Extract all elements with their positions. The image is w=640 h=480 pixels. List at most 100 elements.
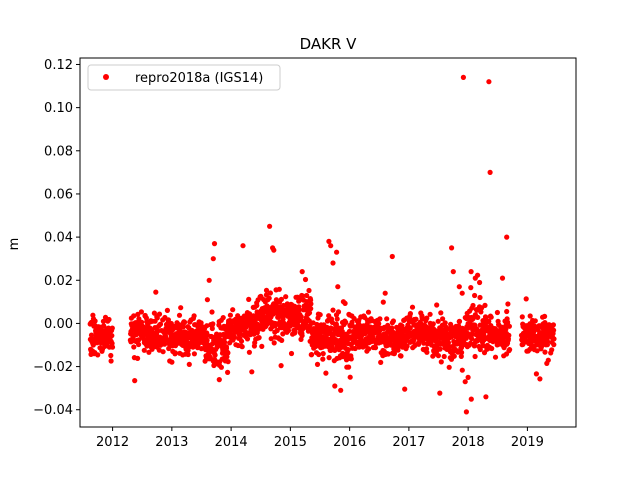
data-point (342, 300, 348, 306)
data-point (486, 79, 492, 85)
data-point (451, 353, 457, 359)
data-point (462, 379, 468, 385)
data-point (407, 311, 413, 317)
data-point (162, 341, 168, 347)
data-point (132, 378, 138, 384)
y-axis: −0.04 −0.02 0.00 0.02 0.04 0.06 0.08 0.10 0.12 (33, 58, 80, 418)
data-point (292, 328, 298, 334)
data-point (131, 344, 137, 350)
data-point (244, 336, 251, 342)
data-point (545, 339, 551, 345)
data-point (352, 345, 358, 352)
data-point (424, 349, 430, 355)
data-point (279, 337, 285, 343)
data-point (138, 309, 144, 315)
data-point (389, 253, 395, 260)
data-point (472, 292, 478, 299)
data-point (254, 302, 260, 309)
data-point (335, 309, 342, 315)
data-point (506, 332, 512, 338)
data-point (182, 319, 188, 325)
data-point (278, 296, 284, 302)
data-point (106, 316, 112, 323)
data-point (92, 318, 98, 324)
data-point (465, 374, 471, 380)
data-point (441, 353, 447, 360)
data-point (326, 238, 332, 244)
data-point (413, 316, 419, 322)
data-point (347, 374, 353, 380)
data-point (157, 321, 164, 327)
data-point (156, 311, 163, 317)
data-point (212, 352, 218, 358)
data-point (280, 316, 286, 322)
data-point (549, 347, 555, 353)
data-point (278, 363, 284, 369)
data-point (308, 301, 314, 307)
x-axis: 2012 2013 2014 2015 2016 2017 2018 2019 (96, 427, 544, 450)
y-tick-label: −0.02 (33, 360, 73, 375)
data-point (486, 318, 492, 324)
data-point (211, 241, 218, 247)
x-tick-label: 2013 (155, 435, 188, 450)
data-point (335, 284, 341, 290)
data-point (494, 309, 500, 316)
data-point (489, 345, 495, 352)
data-point (314, 361, 321, 367)
y-axis-label: m (7, 238, 22, 251)
data-point (501, 353, 507, 359)
data-point (306, 310, 313, 316)
data-point (308, 297, 314, 303)
data-point (542, 313, 548, 319)
data-point (504, 234, 510, 240)
data-point (141, 347, 147, 353)
data-point (483, 394, 489, 400)
data-point (377, 316, 383, 322)
data-point (472, 353, 478, 360)
data-point (343, 319, 349, 325)
data-point (143, 315, 149, 321)
data-point (519, 314, 525, 320)
data-point (317, 312, 323, 318)
data-point (472, 275, 478, 281)
data-point (372, 345, 379, 351)
data-point (450, 269, 456, 275)
data-point (404, 343, 410, 349)
data-point (468, 285, 474, 291)
data-point (334, 316, 340, 322)
y-tick-label: 0.00 (44, 317, 73, 332)
x-tick-label: 2017 (392, 435, 425, 450)
data-point (503, 326, 509, 332)
data-point (256, 335, 262, 341)
data-point (210, 256, 216, 262)
data-point (204, 323, 210, 329)
data-point (108, 358, 114, 364)
data-point (206, 277, 212, 283)
y-tick-label: 0.08 (44, 144, 73, 159)
data-point (332, 383, 338, 389)
data-point (136, 337, 142, 343)
data-point (309, 352, 315, 358)
data-point (389, 325, 395, 331)
data-point (437, 390, 443, 396)
data-point (109, 325, 115, 331)
data-point (542, 349, 548, 355)
data-point (456, 284, 462, 290)
data-point (204, 337, 210, 343)
data-point (240, 243, 246, 249)
data-point (302, 276, 309, 283)
data-point (299, 269, 305, 275)
data-point (160, 349, 166, 355)
legend-box (87, 64, 281, 91)
x-tick-label: 2014 (215, 435, 248, 450)
data-point (209, 309, 215, 315)
data-point (550, 322, 557, 328)
data-point (341, 340, 347, 347)
data-point (320, 356, 326, 362)
y-tick-label: 0.10 (44, 101, 73, 116)
data-point (330, 307, 336, 313)
data-point (185, 351, 191, 358)
data-point (478, 309, 484, 315)
data-point (504, 308, 510, 315)
data-point (424, 315, 430, 321)
